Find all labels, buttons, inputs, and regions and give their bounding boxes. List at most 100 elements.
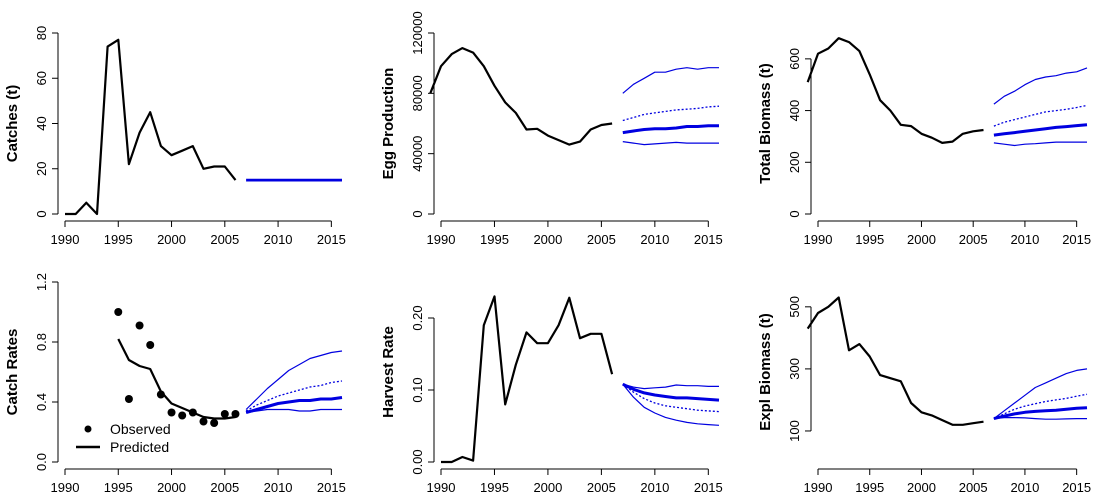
x-tick-label: 2010 — [264, 232, 293, 247]
x-tick-label: 2015 — [317, 480, 346, 492]
series-median — [245, 380, 343, 412]
y-axis-title: Expl Biomass (t) — [757, 313, 774, 431]
x-tick-label: 2015 — [1062, 232, 1091, 247]
y-tick-label: 0.8 — [34, 333, 49, 351]
x-tick-label: 2010 — [640, 480, 669, 492]
x-tick-label: 2000 — [533, 232, 562, 247]
series-upper — [245, 350, 343, 410]
y-axis-title: Egg Production — [380, 68, 397, 180]
x-tick-label: 2000 — [157, 232, 186, 247]
y-axis-title: Catch Rates — [4, 329, 21, 416]
x-tick-label: 1990 — [804, 480, 833, 492]
y-tick-label: 80000 — [410, 75, 425, 111]
x-tick-label: 1995 — [104, 232, 133, 247]
legend-observed-label: Observed — [110, 421, 171, 437]
y-tick-label: 300 — [787, 358, 802, 380]
y-tick-label: 0.4 — [34, 393, 49, 411]
y-tick-label: 1.2 — [34, 273, 49, 291]
y-tick-label: 0 — [787, 210, 802, 217]
series-median — [993, 393, 1088, 420]
panel-harvest-rate: 1990 1995 2000 2005 2010 2015 0.00 0.10 0.20 Harv… — [380, 295, 723, 492]
panel-catch-rates: 1990 1995 2000 2005 2010 2015 0.0 0.4 0.8 1.2 Catc… — [4, 273, 346, 492]
panel-catches: 1990 1995 2000 2005 2010 2015 0 20 40 60 80 Catches… — [4, 26, 346, 247]
x-tick-label: 2000 — [907, 232, 936, 247]
observed-point — [178, 411, 187, 420]
y-tick-label: 40000 — [410, 136, 425, 172]
y-tick-label: 0 — [410, 210, 425, 217]
y-tick-label: 100 — [787, 420, 802, 442]
x-tick-label: 2005 — [587, 480, 616, 492]
y-tick-label: 0.10 — [410, 377, 425, 402]
x-tick-label: 1995 — [480, 232, 509, 247]
x-tick-label: 1995 — [480, 480, 509, 492]
y-tick-label: 60 — [34, 71, 49, 85]
y-tick-label: 0.0 — [34, 453, 49, 471]
y-tick-label: 500 — [787, 296, 802, 318]
x-tick-label: 2005 — [210, 232, 239, 247]
x-tick-label: 1995 — [855, 232, 884, 247]
series-median — [622, 105, 720, 122]
x-tick-label: 2015 — [694, 480, 723, 492]
series-historical — [441, 295, 614, 464]
series-median — [622, 382, 720, 402]
series-predicted — [117, 338, 236, 420]
x-tick-label: 1995 — [855, 480, 884, 492]
x-tick-label: 1990 — [51, 480, 80, 492]
series-mean — [245, 396, 343, 414]
panel-egg-production: 1990 1995 2000 2005 2010 2015 0 40000 80000 12000… — [380, 11, 723, 247]
legend-predicted-label: Predicted — [110, 439, 169, 455]
x-tick-label: 1990 — [804, 232, 833, 247]
x-tick-label: 2010 — [1010, 232, 1039, 247]
y-tick-label: 200 — [787, 151, 802, 173]
observed-point — [124, 395, 133, 403]
x-tick-label: 1995 — [104, 480, 133, 492]
y-tick-label: 80 — [34, 26, 49, 40]
x-tick-label: 2000 — [157, 480, 186, 492]
panel-total-biomass: 1990 1995 2000 2005 2010 2015 0 200 400 600 Total … — [757, 37, 1091, 247]
x-tick-label: 2015 — [317, 232, 346, 247]
y-tick-label: 0.20 — [410, 305, 425, 330]
y-tick-label: 600 — [787, 48, 802, 70]
y-tick-label: 120000 — [410, 11, 425, 54]
x-tick-label: 2000 — [907, 480, 936, 492]
x-tick-label: 2005 — [959, 480, 988, 492]
observed-point — [188, 408, 197, 417]
series-upper — [622, 67, 719, 94]
series-lower — [993, 417, 1087, 420]
panel-expl-biomass: 1990 1995 2000 2005 2010 2015 100 300 500 Expl Bi… — [757, 296, 1091, 492]
x-tick-label: 2010 — [1010, 480, 1039, 492]
y-tick-label: 400 — [787, 100, 802, 122]
x-tick-label: 2015 — [1062, 480, 1091, 492]
observed-point — [135, 321, 144, 330]
series-lower — [993, 141, 1087, 147]
y-tick-label: 0.00 — [410, 449, 425, 474]
series-lower — [622, 141, 719, 146]
series-upper — [993, 67, 1088, 105]
x-tick-label: 1990 — [51, 232, 80, 247]
x-tick-label: 1990 — [427, 480, 456, 492]
series-mean — [622, 124, 719, 135]
series-median — [993, 104, 1088, 127]
series-upper — [622, 383, 719, 390]
series-mean — [993, 406, 1088, 421]
x-tick-label: 2010 — [264, 480, 293, 492]
series-historical — [429, 46, 613, 146]
x-tick-label: 2000 — [533, 480, 562, 492]
x-tick-label: 2015 — [694, 232, 723, 247]
legend-observed-marker — [84, 425, 92, 433]
observed-point — [146, 341, 155, 349]
y-axis-title: Harvest Rate — [380, 326, 397, 418]
x-tick-label: 2005 — [587, 232, 616, 247]
x-tick-label: 2005 — [210, 480, 239, 492]
observed-point — [156, 390, 165, 399]
x-tick-label: 2005 — [959, 232, 988, 247]
series-mean — [993, 123, 1088, 137]
series-historical — [806, 37, 984, 144]
series-lower — [622, 383, 720, 426]
series-mean — [622, 383, 720, 413]
x-tick-label: 2010 — [640, 232, 669, 247]
observed-point — [114, 308, 123, 316]
y-axis-title: Total Biomass (t) — [757, 63, 774, 184]
observed-point — [167, 408, 176, 417]
y-axis-title: Catches (t) — [4, 85, 21, 163]
